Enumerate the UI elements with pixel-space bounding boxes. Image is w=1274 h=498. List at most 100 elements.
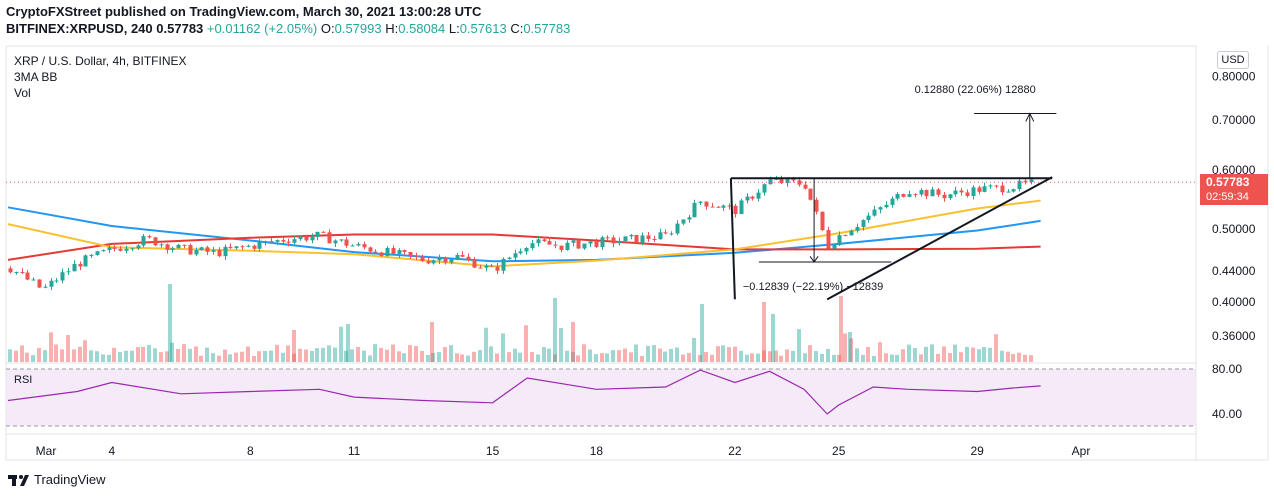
price-tick-label: 0.60000	[1212, 163, 1256, 177]
candle-body	[472, 259, 477, 268]
candle-body	[373, 251, 378, 253]
volume-bar	[315, 348, 319, 362]
candle-body	[710, 206, 715, 208]
candle-body	[72, 263, 77, 272]
volume-bar	[629, 352, 633, 362]
candle-body	[124, 248, 129, 251]
candle-body	[953, 190, 958, 195]
candle-body	[721, 205, 726, 208]
candle-body	[890, 198, 895, 205]
low-value: 0.57613	[459, 21, 507, 36]
candle-body	[199, 247, 204, 251]
candle-body	[449, 259, 454, 263]
volume-bar	[304, 349, 308, 362]
legend-symbol[interactable]: XRP / U.S. Dollar, 4h, BITFINEX	[14, 54, 187, 68]
volume-bar	[611, 350, 615, 362]
candle-body	[553, 244, 558, 246]
candle-body	[692, 202, 697, 218]
volume-bar	[414, 346, 418, 362]
volume-bar	[379, 347, 383, 362]
volume-bar	[25, 352, 29, 362]
candle-body	[257, 242, 262, 249]
volume-bars	[8, 284, 1033, 362]
volume-bar	[547, 348, 551, 362]
currency-button[interactable]: USD	[1217, 51, 1249, 69]
candle-body	[385, 248, 390, 256]
volume-bar	[489, 346, 493, 362]
candle-body	[1023, 180, 1028, 183]
candle-body	[948, 194, 953, 199]
volume-bar	[634, 344, 638, 362]
candle-body	[217, 249, 222, 257]
volume-bar	[652, 345, 656, 362]
volume-bar	[1000, 350, 1004, 362]
candle-body	[315, 231, 320, 237]
volume-bar	[721, 345, 725, 362]
volume-bar	[78, 346, 82, 362]
volume-bar	[223, 349, 227, 362]
volume-bar	[565, 350, 569, 362]
time-tick-label: 22	[728, 444, 742, 458]
volume-bar	[501, 333, 505, 362]
candle-body	[919, 190, 924, 195]
volume-bar	[953, 344, 957, 362]
candle-body	[391, 248, 396, 254]
volume-bar	[240, 351, 244, 362]
candle-body	[455, 254, 460, 260]
volume-bar	[159, 352, 163, 362]
volume-bar	[982, 346, 986, 362]
volume-bar	[14, 350, 18, 362]
rsi-label[interactable]: RSI	[14, 374, 33, 386]
candle-body	[559, 245, 564, 251]
candle-body	[211, 249, 216, 252]
legend-ma[interactable]: 3MA BB	[14, 70, 58, 84]
volume-bar	[530, 351, 534, 362]
symbol-name: BITFINEX:XRPUSD, 240	[6, 21, 153, 36]
volume-bar	[739, 350, 743, 362]
volume-bar	[518, 352, 522, 362]
volume-bar	[176, 348, 180, 362]
candle-body	[669, 233, 674, 235]
volume-bar	[112, 347, 116, 362]
volume-bar	[153, 348, 157, 362]
volume-bar	[977, 349, 981, 362]
candle-body	[37, 279, 42, 288]
candle-body	[530, 243, 535, 249]
volume-bar	[832, 354, 836, 362]
candle-body	[617, 241, 622, 244]
legend-vol[interactable]: Vol	[14, 86, 31, 100]
volume-bar	[275, 344, 279, 362]
volume-bar	[263, 351, 267, 362]
candle-body	[756, 192, 761, 199]
candle-body	[797, 180, 802, 185]
volume-bar	[344, 350, 348, 362]
volume-bar	[1011, 354, 1015, 362]
candle-body	[895, 194, 900, 199]
candle-body	[640, 235, 645, 243]
volume-bar	[286, 345, 290, 362]
candle-body	[205, 247, 210, 252]
volume-bar	[663, 351, 667, 362]
time-tick-label: 18	[590, 444, 604, 458]
candle-body	[153, 237, 158, 246]
volume-bar	[246, 346, 250, 362]
countdown-tag: 02:59:34	[1200, 190, 1268, 205]
price-tick-label: 0.44000	[1212, 264, 1256, 278]
volume-bar	[1023, 354, 1027, 362]
candle-body	[988, 185, 993, 187]
candle-body	[8, 268, 13, 273]
candle-body	[733, 205, 738, 215]
candle-body	[698, 201, 703, 203]
volume-bar	[942, 346, 946, 362]
volume-bar	[426, 354, 430, 362]
volume-bar	[623, 348, 627, 362]
volume-bar	[107, 354, 111, 362]
price-tick-label: 0.80000	[1212, 70, 1256, 84]
candle-body	[426, 261, 431, 264]
volume-bar	[147, 344, 151, 362]
candle-body	[594, 241, 599, 248]
candle-body	[286, 241, 291, 243]
volume-bar	[484, 327, 488, 362]
tradingview-logo[interactable]: TradingView	[8, 472, 106, 487]
